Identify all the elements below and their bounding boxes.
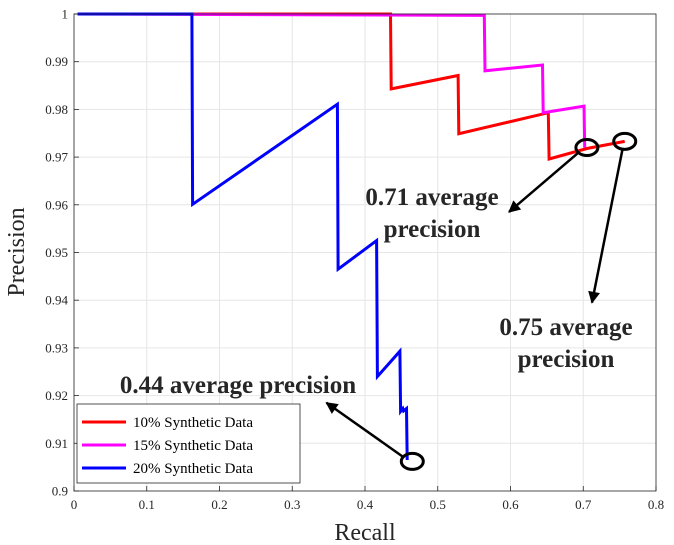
series-line-0 xyxy=(77,12,625,161)
x-tick-label: 0.5 xyxy=(430,497,446,512)
y-tick-label: 0.91 xyxy=(45,436,68,451)
y-tick-label: 0.98 xyxy=(45,102,68,117)
axes-box xyxy=(73,13,657,492)
y-tick-label: 0.94 xyxy=(45,293,68,308)
annotation-marker-0 xyxy=(574,138,600,158)
annotation-text-2: 0.44 average precision xyxy=(120,372,356,399)
series-line-1 xyxy=(77,12,587,148)
x-tick-label: 0.6 xyxy=(502,497,519,512)
ticks: 0 0.1 0.2 0.3 0.4 0.5 0.6 0.7 0.8 0.9 0.91 0.92 0.93… xyxy=(45,7,664,513)
x-tick-label: 0.7 xyxy=(575,497,592,512)
y-tick-label: 1 xyxy=(62,7,69,22)
x-tick-label: 0.8 xyxy=(648,497,664,512)
annotation-text-0: 0.71 average xyxy=(365,184,498,211)
x-tick-label: 0.2 xyxy=(211,497,227,512)
x-axis-label: Recall xyxy=(334,520,396,545)
annotations: 0.71 average precision 0.75 average precisi… xyxy=(120,131,638,471)
y-tick-label: 0.92 xyxy=(45,388,68,403)
x-tick-label: 0 xyxy=(71,497,78,512)
y-tick-label: 0.99 xyxy=(45,54,68,69)
annotation-marker-1 xyxy=(612,131,638,151)
series-lines xyxy=(77,12,625,461)
y-tick-label: 0.93 xyxy=(45,340,68,355)
annotation-arrow-2 xyxy=(325,401,404,458)
y-tick-label: 0.96 xyxy=(45,197,68,212)
annotation-marker-2 xyxy=(399,451,425,471)
annotation-arrow-0 xyxy=(508,152,579,213)
legend-label-1: 15% Synthetic Data xyxy=(133,438,253,454)
legend-label-0: 10% Synthetic Data xyxy=(133,415,253,431)
y-axis-label: Precision xyxy=(4,207,30,296)
x-tick-label: 0.1 xyxy=(139,497,155,512)
series-line-2 xyxy=(77,12,409,461)
y-tick-label: 0.95 xyxy=(45,245,68,260)
annotation-arrow-1 xyxy=(588,149,624,304)
x-tick-label: 0.3 xyxy=(284,497,300,512)
annotation-text-1: precision xyxy=(518,346,615,373)
y-tick-label: 0.9 xyxy=(52,484,68,499)
annotation-text-1: 0.75 average xyxy=(499,314,632,341)
x-tick-label: 0.4 xyxy=(357,497,374,512)
legend-label-2: 20% Synthetic Data xyxy=(133,461,253,477)
legend: 10% Synthetic Data 15% Synthetic Data 20% … xyxy=(76,403,301,484)
annotation-text-0: precision xyxy=(384,216,481,243)
y-tick-label: 0.97 xyxy=(45,150,68,165)
